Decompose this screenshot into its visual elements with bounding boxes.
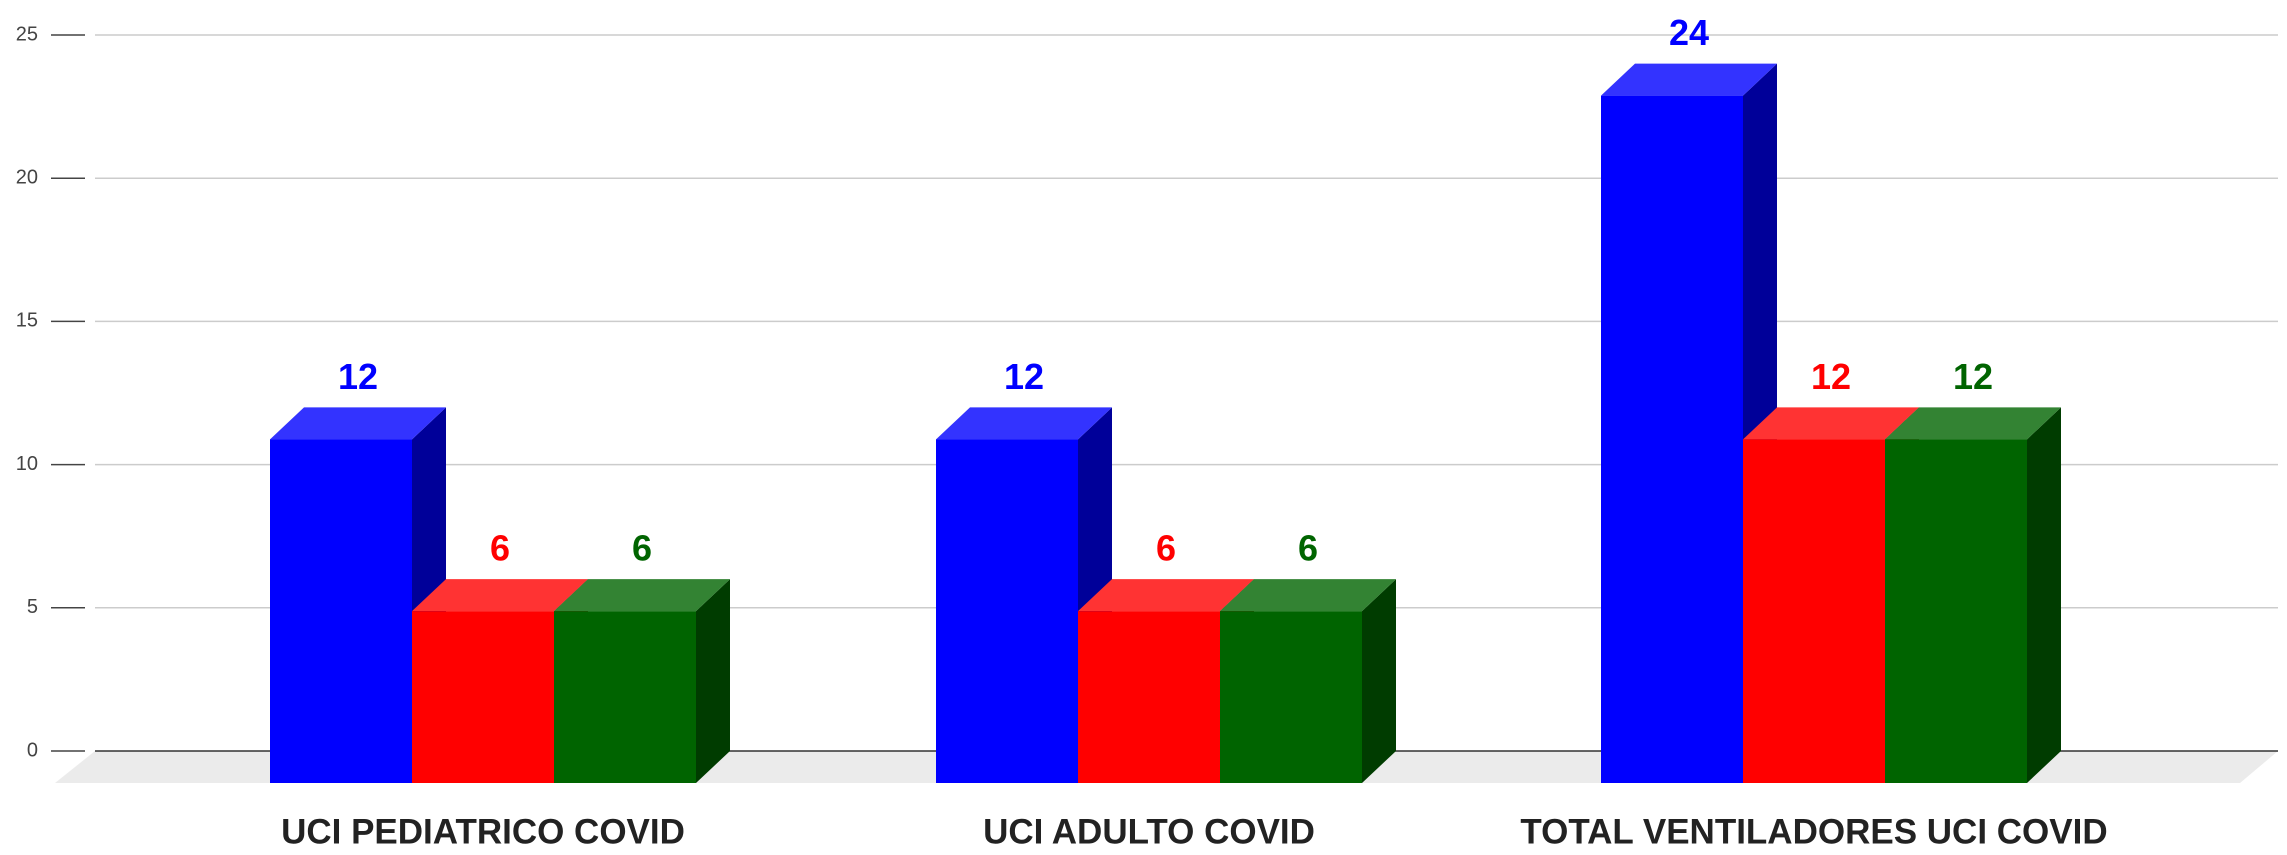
y-tick-label: 20 [16, 166, 38, 188]
bar [1220, 611, 1362, 783]
bar-top [1220, 579, 1396, 612]
x-tick-label: TOTAL VENTILADORES UCI COVID [1520, 812, 2107, 851]
x-tick-label: UCI ADULTO COVID [983, 812, 1315, 851]
bar [936, 439, 1078, 783]
bar-top [1885, 407, 2061, 440]
data-label: 6 [490, 528, 510, 569]
bar-side [1362, 579, 1396, 783]
data-label: 12 [1953, 356, 1993, 397]
data-label: 24 [1669, 12, 1709, 53]
bar-top [1078, 579, 1254, 612]
data-label: 12 [338, 356, 378, 397]
bar [412, 611, 554, 783]
y-tick-label: 15 [16, 310, 38, 332]
y-tick-label: 10 [16, 453, 38, 475]
bar [1743, 439, 1885, 783]
data-label: 6 [632, 528, 652, 569]
y-tick-label: 0 [27, 739, 38, 761]
bar-top [554, 579, 730, 612]
data-label: 12 [1811, 356, 1851, 397]
y-tick-label: 25 [16, 23, 38, 45]
bar [1078, 611, 1220, 783]
x-tick-label: UCI PEDIATRICO COVID [281, 812, 685, 851]
bar [1885, 439, 2027, 783]
bar [554, 611, 696, 783]
bar-top [1601, 63, 1777, 96]
bar [270, 439, 412, 783]
bar-side [2027, 407, 2061, 783]
bar-top [936, 407, 1112, 440]
bar-top [270, 407, 446, 440]
y-tick-label: 5 [27, 596, 38, 618]
bar-side [696, 579, 730, 783]
bar [1601, 95, 1743, 783]
data-label: 6 [1298, 528, 1318, 569]
data-label: 12 [1004, 356, 1044, 397]
data-label: 6 [1156, 528, 1176, 569]
bar-top [1743, 407, 1919, 440]
bar-top [412, 579, 588, 612]
